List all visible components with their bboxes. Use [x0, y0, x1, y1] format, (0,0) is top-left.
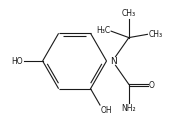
Text: H₃C: H₃C: [96, 26, 110, 35]
Text: CH₃: CH₃: [148, 30, 162, 39]
Text: N: N: [110, 56, 116, 66]
Text: O: O: [148, 81, 154, 90]
Text: OH: OH: [101, 106, 112, 115]
Text: NH₂: NH₂: [122, 104, 136, 113]
Text: CH₃: CH₃: [122, 9, 136, 18]
Text: HO: HO: [12, 56, 23, 66]
